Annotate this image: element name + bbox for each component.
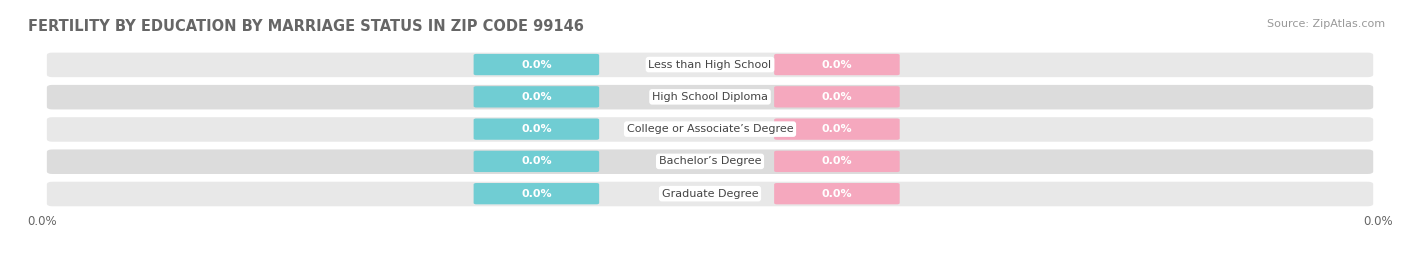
Text: 0.0%: 0.0% <box>821 189 852 199</box>
Text: 0.0%: 0.0% <box>522 92 551 102</box>
Text: College or Associate’s Degree: College or Associate’s Degree <box>627 124 793 134</box>
FancyBboxPatch shape <box>474 151 599 172</box>
Text: 0.0%: 0.0% <box>522 124 551 134</box>
FancyBboxPatch shape <box>474 54 599 75</box>
Text: Bachelor’s Degree: Bachelor’s Degree <box>659 156 761 167</box>
Text: 0.0%: 0.0% <box>522 156 551 167</box>
Text: 0.0%: 0.0% <box>522 59 551 70</box>
Text: 0.0%: 0.0% <box>821 92 852 102</box>
Text: 0.0%: 0.0% <box>821 59 852 70</box>
Text: FERTILITY BY EDUCATION BY MARRIAGE STATUS IN ZIP CODE 99146: FERTILITY BY EDUCATION BY MARRIAGE STATU… <box>28 19 583 34</box>
FancyBboxPatch shape <box>46 150 1374 174</box>
FancyBboxPatch shape <box>775 54 900 75</box>
FancyBboxPatch shape <box>474 86 599 108</box>
Text: Graduate Degree: Graduate Degree <box>662 189 758 199</box>
FancyBboxPatch shape <box>46 117 1374 142</box>
Text: Source: ZipAtlas.com: Source: ZipAtlas.com <box>1267 19 1385 29</box>
FancyBboxPatch shape <box>46 182 1374 206</box>
Text: 0.0%: 0.0% <box>821 124 852 134</box>
Text: High School Diploma: High School Diploma <box>652 92 768 102</box>
FancyBboxPatch shape <box>775 118 900 140</box>
FancyBboxPatch shape <box>474 118 599 140</box>
Text: 0.0%: 0.0% <box>522 189 551 199</box>
Text: Less than High School: Less than High School <box>648 59 772 70</box>
FancyBboxPatch shape <box>46 85 1374 109</box>
FancyBboxPatch shape <box>775 151 900 172</box>
FancyBboxPatch shape <box>474 183 599 204</box>
FancyBboxPatch shape <box>46 53 1374 77</box>
Text: 0.0%: 0.0% <box>821 156 852 167</box>
FancyBboxPatch shape <box>775 86 900 108</box>
FancyBboxPatch shape <box>775 183 900 204</box>
